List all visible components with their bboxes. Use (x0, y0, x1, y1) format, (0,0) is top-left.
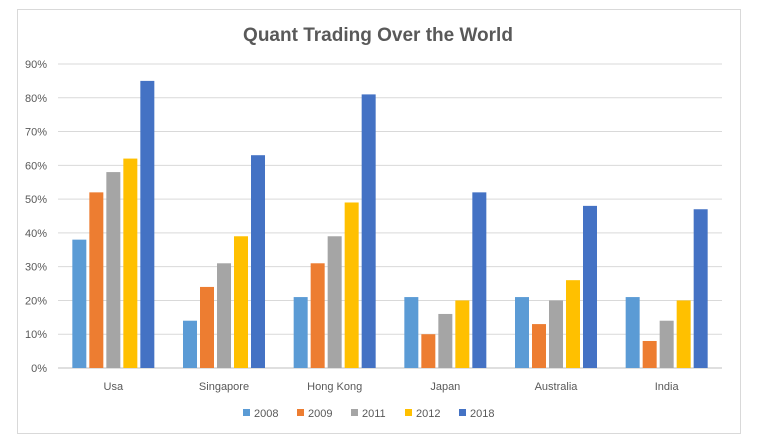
y-tick-label: 0% (31, 363, 47, 375)
y-tick-label: 40% (25, 228, 47, 240)
bar-2018-australia (583, 205, 597, 368)
legend-swatch (405, 409, 412, 416)
bar-2008-usa (72, 239, 87, 368)
y-tick-label: 50% (25, 194, 47, 206)
bar-2012-india (676, 300, 691, 368)
chart-frame (17, 9, 741, 434)
bar-2011-singapore (217, 263, 231, 368)
bar-2012-japan (455, 300, 470, 368)
bar-2012-hong-kong (344, 202, 359, 368)
legend-label: 2008 (254, 408, 278, 420)
category-label: Usa (104, 381, 124, 393)
bar-2011-japan (438, 313, 453, 368)
legend-swatch (243, 409, 250, 416)
bar-2012-usa (123, 158, 138, 368)
category-label: Hong Kong (307, 381, 362, 393)
gridlines (58, 63, 722, 369)
bar-2018-india (693, 209, 708, 368)
legend-swatch (459, 409, 466, 416)
bar-2009-australia (532, 324, 546, 368)
bar-2018-japan (472, 192, 487, 368)
category-label: Japan (430, 381, 460, 393)
y-tick-label: 80% (25, 93, 47, 105)
bar-2009-japan (421, 334, 436, 368)
bar-2012-australia (566, 280, 580, 368)
y-tick-label: 30% (25, 262, 47, 274)
category-label: Australia (535, 381, 579, 393)
legend-label: 2011 (362, 408, 386, 420)
legend: 2008 2009 2011 2012 2018 (243, 408, 494, 420)
y-tick-label: 90% (25, 59, 47, 71)
bar-2009-usa (89, 192, 104, 368)
y-tick-label: 10% (25, 329, 47, 341)
bar-2008-india (625, 297, 640, 368)
bar-2008-australia (515, 297, 529, 368)
bar-2018-singapore (251, 155, 265, 368)
y-tick-label: 60% (25, 160, 47, 172)
bar-2011-usa (106, 172, 121, 368)
legend-label: 2012 (416, 408, 440, 420)
chart-title: Quant Trading Over the World (243, 25, 513, 46)
bar-2011-hong-kong (327, 236, 342, 368)
bar-2008-hong-kong (293, 297, 308, 368)
bar-2009-india (642, 340, 657, 368)
y-axis-tick-labels: 0% 10% 20% 30% 40% 50% 60% 70% 80% 90% (25, 59, 47, 375)
bar-2008-singapore (183, 320, 197, 368)
bar-2012-singapore (234, 236, 248, 368)
bar-2018-hong-kong (361, 94, 376, 369)
legend-swatch (351, 409, 358, 416)
y-tick-label: 70% (25, 127, 47, 139)
bar-2011-australia (549, 300, 563, 368)
bars (72, 80, 708, 369)
bar-2009-hong-kong (310, 263, 325, 368)
x-axis-category-labels: Usa Singapore Hong Kong Japan Australia India (104, 381, 680, 393)
bar-2009-singapore (200, 286, 214, 368)
bar-2008-japan (404, 297, 419, 368)
y-tick-label: 20% (25, 295, 47, 307)
legend-swatch (297, 409, 304, 416)
bar-2018-usa (140, 80, 155, 368)
bar-2011-india (659, 320, 674, 368)
legend-label: 2009 (308, 408, 332, 420)
category-label: India (655, 381, 680, 393)
category-label: Singapore (199, 381, 249, 393)
legend-label: 2018 (470, 408, 494, 420)
